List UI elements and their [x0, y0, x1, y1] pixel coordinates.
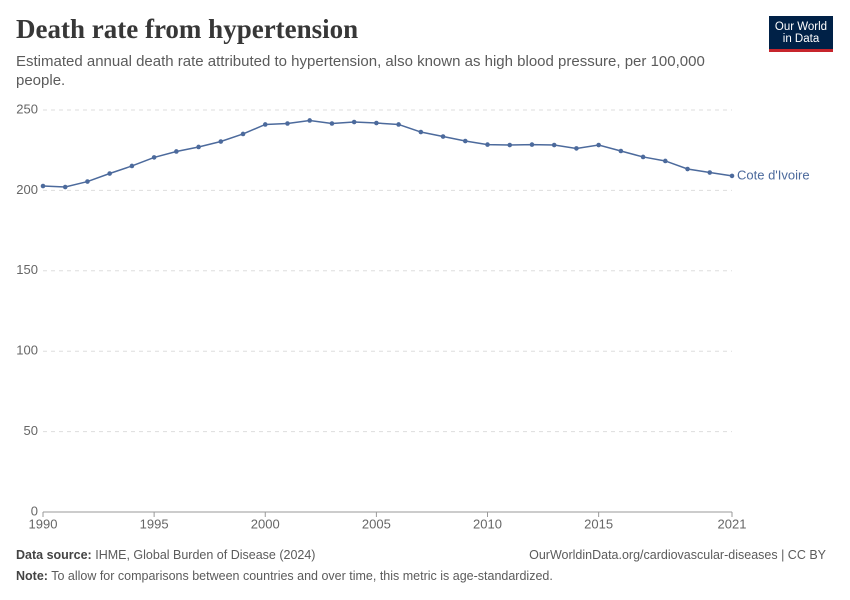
- y-tick-label: 250: [16, 101, 38, 116]
- data-point: [440, 134, 446, 139]
- data-point: [640, 154, 646, 160]
- x-tick-label: 2010: [473, 516, 502, 531]
- y-tick-label: 150: [16, 262, 38, 277]
- chart-title: Death rate from hypertension: [16, 14, 359, 44]
- logo-text: in Data: [782, 33, 820, 45]
- data-point: [485, 142, 490, 147]
- data-point: [707, 170, 713, 175]
- chart-subtitle: Estimated annual death rate attributed t…: [16, 53, 705, 89]
- data-point: [40, 183, 46, 189]
- data-point: [462, 138, 468, 144]
- series-label: Cote d'Ivoire: [737, 167, 810, 182]
- data-point: [507, 142, 513, 148]
- data-point: [129, 163, 135, 169]
- data-point: [551, 142, 557, 148]
- source: Data source: IHME, Global Burden of Dise…: [16, 548, 315, 562]
- logo-text: Our World: [774, 21, 828, 33]
- data-point: [418, 129, 424, 135]
- note-text: To allow for comparisons between countri…: [51, 569, 553, 583]
- data-point: [596, 142, 601, 148]
- data-point: [285, 121, 290, 126]
- data-point: [62, 184, 68, 190]
- series-line: [42, 119, 733, 188]
- x-tick-label: 1990: [29, 516, 58, 531]
- x-tick-label: 2021: [718, 516, 747, 531]
- data-point: [307, 118, 313, 123]
- x-tick-label: 2005: [362, 516, 391, 531]
- data-point: [618, 148, 624, 154]
- y-tick-label: 100: [16, 343, 38, 358]
- data-point: [374, 120, 379, 126]
- y-tick-label: 0: [31, 503, 38, 518]
- x-tick-label: 2015: [584, 516, 613, 531]
- data-point: [329, 121, 335, 126]
- data-point: [196, 144, 201, 150]
- note-label: Note:: [16, 569, 48, 583]
- data-point: [262, 122, 268, 127]
- data-point: [240, 131, 246, 137]
- data-point: [685, 166, 690, 172]
- data-point: [107, 171, 112, 176]
- y-tick-label: 200: [16, 182, 38, 197]
- x-tick-label: 1995: [140, 516, 169, 531]
- data-point: [574, 146, 579, 151]
- data-point: [529, 142, 535, 147]
- y-tick-label: 50: [24, 423, 38, 438]
- data-point: [396, 122, 401, 127]
- source-url[interactable]: OurWorldinData.org/cardiovascular-diseas…: [529, 548, 826, 562]
- data-point: [218, 139, 224, 144]
- logo[interactable]: Our World in Data: [769, 16, 833, 52]
- source-label: Data source:: [16, 548, 92, 562]
- data-point: [729, 173, 735, 179]
- data-point: [663, 158, 668, 164]
- data-point: [174, 149, 179, 154]
- data-point: [85, 179, 90, 184]
- data-point: [351, 119, 357, 125]
- x-tick-label: 2000: [251, 516, 280, 531]
- data-point: [151, 155, 157, 160]
- note: Note: To allow for comparisons between c…: [16, 569, 553, 583]
- source-text: IHME, Global Burden of Disease (2024): [95, 548, 316, 562]
